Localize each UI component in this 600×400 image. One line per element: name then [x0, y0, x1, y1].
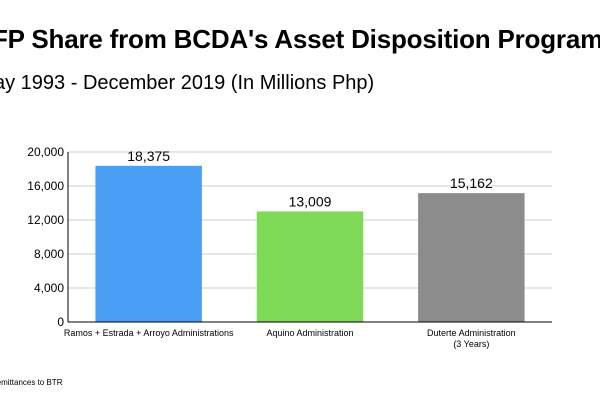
y-tick-label: 0	[57, 315, 64, 329]
footnote: remittances to BTR	[0, 378, 63, 387]
data-label: 18,375	[127, 148, 170, 164]
y-tick-label: 12,000	[27, 213, 64, 227]
chart-subtitle: ay 1993 - December 2019 (In Millions Php…	[0, 72, 375, 94]
data-label: 15,162	[450, 175, 493, 191]
x-tick-label: Ramos + Estrada + Arroyo Administrations	[64, 328, 234, 338]
y-tick-label: 20,000	[27, 145, 64, 159]
chart-title: FP Share from BCDA's Asset Disposition P…	[0, 24, 600, 54]
y-tick-label: 16,000	[27, 179, 64, 193]
x-tick-label: (3 Years)	[453, 339, 489, 349]
y-tick-label: 4,000	[34, 281, 64, 295]
label-layer: 0 4,000 8,000 12,000 16,000 20,000 18,375 Ramos…	[27, 145, 515, 349]
x-tick-label: Aquino Administration	[266, 328, 353, 338]
x-tick-label: Duterte Administration	[427, 328, 516, 338]
axis-layer	[67, 152, 552, 323]
bar-layer	[95, 165, 525, 322]
data-label: 13,009	[289, 193, 332, 209]
bar	[95, 165, 202, 322]
bar	[418, 193, 525, 322]
bar	[256, 211, 364, 322]
y-tick-label: 8,000	[34, 247, 64, 261]
